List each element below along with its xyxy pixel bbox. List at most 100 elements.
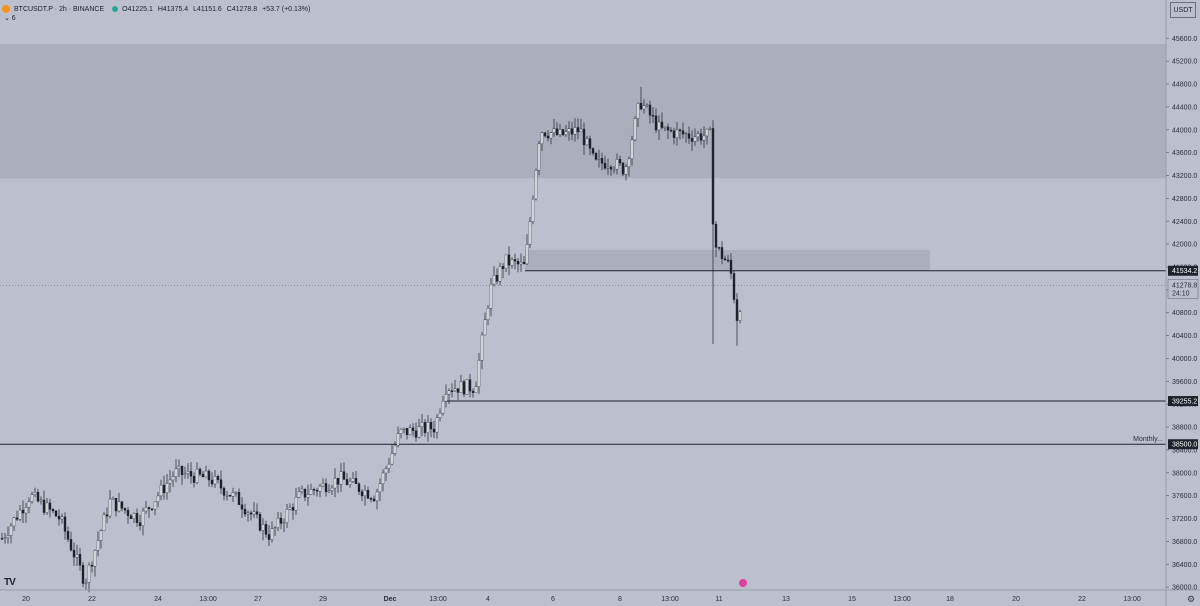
candle-body-112 [333,477,337,489]
candle-body-225 [672,130,676,138]
candle-body-162 [483,319,487,336]
candle-body-14 [39,499,43,502]
candle-body-202 [603,162,607,169]
candle-body-215 [642,105,646,110]
candle-body-181 [540,132,544,145]
indicators-toggle[interactable]: ⌄ 6 [4,15,16,22]
symbol-title[interactable]: BTCUSDT.P · 2h · BINANCE [14,5,105,13]
x-tick-label: 29 [319,596,327,603]
candle-body-133 [396,433,400,446]
candle-body-103 [306,494,310,498]
candle-body-155 [462,381,466,395]
candle-body-193 [576,127,580,133]
candle-body-101 [300,488,304,492]
supply-zone [0,44,1166,179]
candle-body-1 [0,538,4,540]
candle-body-37 [108,498,112,517]
candle-body-116 [345,479,349,485]
candle-body-237 [708,128,712,130]
y-tick-label: 42400.0 [1172,219,1197,226]
candle-body-136 [405,428,409,436]
candle-body-22 [63,516,67,532]
candle-body-240 [717,247,721,249]
candle-body-189 [564,131,568,136]
candle-body-161 [480,334,484,361]
candle-body-134 [399,429,403,434]
candle-body-106 [315,490,319,492]
candle-body-100 [297,491,301,498]
candle-body-149 [444,394,448,402]
candle-body-84 [249,512,253,515]
candle-body-188 [561,129,565,136]
currency-button[interactable]: USDT [1170,2,1196,18]
candle-body-89 [264,524,268,535]
market-open-icon [112,6,119,12]
candle-body-86 [255,511,259,515]
candle-body-247 [738,311,742,321]
candle-body-220 [657,121,661,131]
candle-body-151 [450,390,454,392]
y-tick-label: 42800.0 [1172,196,1197,203]
candle-body-66 [195,468,199,483]
candle-body-76 [225,494,229,497]
candle-body-127 [378,483,382,493]
candle-body-20 [57,516,61,520]
candle-body-27 [78,554,82,566]
candle-body-157 [468,379,472,392]
gear-icon[interactable]: ⚙ [1186,594,1196,604]
candle-body-68 [201,474,205,478]
candle-body-41 [120,501,124,509]
y-tick-label: 38000.0 [1172,470,1197,477]
candle-body-231 [690,138,694,142]
y-tick-label: 38800.0 [1172,425,1197,432]
y-tick-label: 36800.0 [1172,539,1197,546]
open-value: O41225.1 [122,5,153,13]
candle-body-30 [87,564,91,583]
candle-body-79 [234,492,238,494]
high-value: H41375.4 [157,5,189,13]
candle-body-199 [594,153,598,160]
candle-body-51 [150,508,154,511]
candle-body-5 [12,517,16,527]
last-price-label: 41278.8 [1172,282,1197,289]
candle-body-8 [21,509,25,514]
candle-body-179 [534,169,538,200]
candle-body-147 [438,412,442,418]
candle-body-43 [126,509,130,516]
candle-body-23 [66,530,70,540]
candle-body-138 [411,427,415,431]
candle-body-227 [678,129,682,132]
candle-body-32 [93,550,97,567]
candle-body-80 [237,492,241,505]
candle-body-26 [75,554,79,558]
candle-body-16 [45,502,49,513]
candle-body-77 [228,494,232,497]
candle-body-204 [609,166,613,170]
x-tick-label: 13:00 [1123,596,1141,603]
candle-body-122 [363,490,367,497]
candle-body-194 [579,128,583,133]
candle-body-154 [459,381,463,393]
candle-body-203 [606,166,610,169]
candle-body-173 [516,260,520,265]
level-label: 41534.2 [1172,268,1197,275]
level-label-box-2 [1168,396,1198,407]
candle-body-197 [588,138,592,149]
x-tick-label: 8 [618,596,622,603]
candle-body-88 [261,524,265,531]
candle-body-143 [426,421,430,433]
candle-body-21 [60,516,64,520]
candle-body-238 [711,128,715,225]
candle-body-130 [387,463,391,469]
candle-body-15 [42,499,46,513]
candle-body-69 [204,470,208,478]
candle-body-109 [324,483,328,493]
candle-body-57 [168,479,172,484]
candle-body-67 [198,468,202,475]
candle-body-132 [393,445,397,454]
lightning-icon[interactable] [739,579,747,587]
candle-body-221 [660,121,664,128]
candle-body-241 [720,247,724,259]
candle-body-34 [99,530,103,541]
